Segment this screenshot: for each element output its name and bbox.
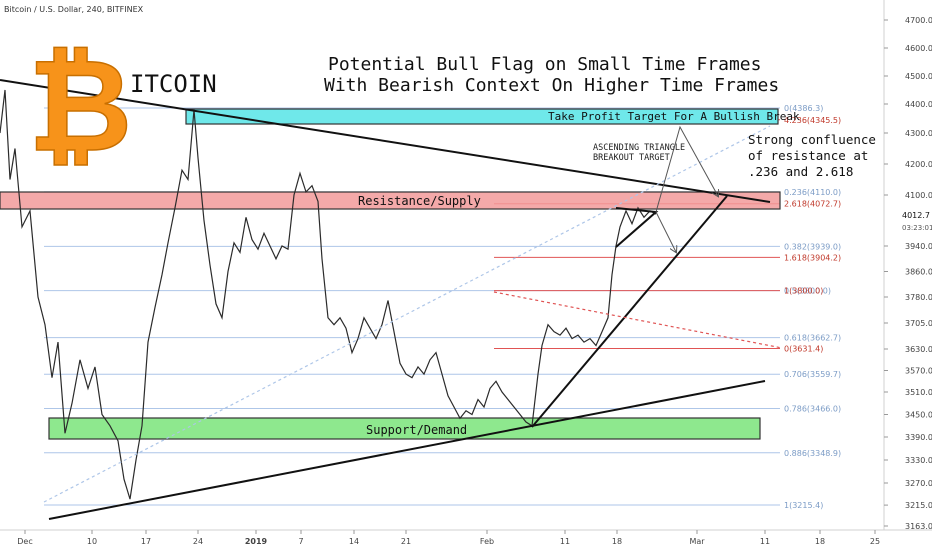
x-tick-label: 11 [760, 537, 770, 546]
fib-level-label: 0(3631.4) [784, 345, 823, 354]
triangle-lower-line [531, 195, 728, 428]
x-tick-label: 24 [193, 537, 203, 546]
confluence-note-3: .236 and 2.618 [748, 164, 853, 179]
fib-level-label: 0.382(3939.0) [784, 242, 841, 251]
fib-level-label: 0.786(3466.0) [784, 405, 841, 414]
ascending-triangle-label-2: BREAKOUT TARGET [593, 153, 670, 163]
y-tick-label: 4700.0 [905, 16, 932, 25]
x-tick-label: Feb [480, 537, 494, 546]
y-tick-label: 4500.0 [905, 72, 932, 81]
y-tick-label: 3390.0 [905, 433, 932, 442]
fib-level-label: 0.618(3662.7) [784, 334, 841, 343]
y-tick-label: 4200.0 [905, 160, 932, 169]
y-tick-label: 3270.0 [905, 479, 932, 488]
y-tick-label: 4100.0 [905, 191, 932, 200]
y-tick-label: 3450.0 [905, 411, 932, 420]
logo-text: ITCOIN [130, 70, 217, 98]
y-tick-label: 3940.0 [905, 242, 932, 251]
projection-path-down [655, 211, 676, 252]
y-tick-label: 3860.0 [905, 268, 932, 277]
y-tick-label: 3780.0 [905, 293, 932, 302]
symbol-header: Bitcoin / U.S. Dollar, 240, BITFINEX [4, 5, 144, 14]
fib-level-label: 0.236(4110.0) [784, 188, 841, 197]
fib-level-label: 2.618(4072.7) [784, 200, 841, 209]
dashed-trendline-red [493, 291, 783, 349]
y-tick-label: 3215.0 [905, 501, 932, 510]
ascending-triangle-label-1: ASCENDING TRIANGLE [593, 143, 685, 153]
fib-level-label: 0(4386.3) [784, 104, 823, 113]
x-tick-label: 18 [815, 537, 825, 546]
price-tag-box [898, 209, 932, 235]
x-tick-label: 21 [401, 537, 411, 546]
support-zone [48, 417, 761, 440]
projection-path-up [655, 125, 718, 213]
x-tick-label: 14 [349, 537, 359, 546]
fib-level-label: 4.236(4345.5) [784, 116, 841, 125]
y-tick-label: 4600.0 [905, 44, 932, 53]
take-profit-zone [185, 108, 779, 125]
bitcoin-logo: ₿ ITCOIN [27, 31, 217, 182]
fib-level-label: 1(3215.4) [784, 501, 823, 510]
y-tick-label: 3705.0 [905, 319, 932, 328]
fib-levels: 0(4386.3) 0.236(4110.0) 0.382(3939.0) 0.5(3… [44, 104, 841, 510]
price-series-line [0, 89, 657, 500]
x-tick-label: 7 [298, 537, 303, 546]
x-tick-label: 2019 [245, 537, 268, 546]
fib-level-label: 0.5(3800.0) [784, 287, 831, 296]
x-tick-label: Mar [689, 537, 705, 546]
y-tick-label: 3163.0 [905, 522, 932, 531]
current-price: 4012.7 [902, 211, 930, 220]
y-tick-label: 3510.0 [905, 388, 932, 397]
resistance-zone [0, 191, 781, 210]
x-tick-label: 17 [141, 537, 151, 546]
x-tick-label: 18 [612, 537, 622, 546]
y-tick-label: 3330.0 [905, 456, 932, 465]
fib-level-label: 0.706(3559.7) [784, 370, 841, 379]
confluence-note-1: Strong confluence [748, 132, 876, 147]
chart-title-line-2: With Bearish Context On Higher Time Fram… [324, 75, 779, 96]
ascending-trendline [48, 380, 766, 520]
x-tick-label: Dec [17, 537, 32, 546]
resistance-label: Resistance/Supply [358, 194, 481, 208]
bitcoin-b-icon: ₿ [28, 32, 132, 181]
y-tick-label: 4300.0 [905, 129, 932, 138]
x-tick-label: 25 [870, 537, 880, 546]
descending-trendline [0, 79, 771, 203]
current-price-tag: 4012.7 03:23:01 [898, 209, 932, 235]
confluence-note-2: of resistance at [748, 148, 868, 163]
y-tick-label: 3570.0 [905, 367, 932, 376]
fib-level-label: 1(3800.0) [784, 287, 823, 296]
price-axis[interactable]: 4700.0 4600.0 4500.0 4400.0 4300.0 4200.0 4100… [884, 16, 932, 531]
fib-level-label: 1.618(3904.2) [784, 253, 841, 262]
bar-countdown: 03:23:01 [902, 224, 932, 232]
take-profit-label: Take Profit Target For A Bullish Break [548, 110, 800, 123]
support-label: Support/Demand [366, 423, 467, 437]
x-tick-label: 11 [560, 537, 570, 546]
dashed-trendline-blue [43, 125, 771, 503]
fib-level-label: 0.886(3348.9) [784, 449, 841, 458]
y-tick-label: 4400.0 [905, 100, 932, 109]
time-axis[interactable]: Dec 10 17 24 2019 7 14 21 Feb 11 18 Mar 11 18 25 [17, 530, 880, 546]
y-tick-label: 3630.0 [905, 345, 932, 354]
x-tick-label: 10 [87, 537, 97, 546]
chart-title-line-1: Potential Bull Flag on Small Time Frames [328, 54, 761, 75]
